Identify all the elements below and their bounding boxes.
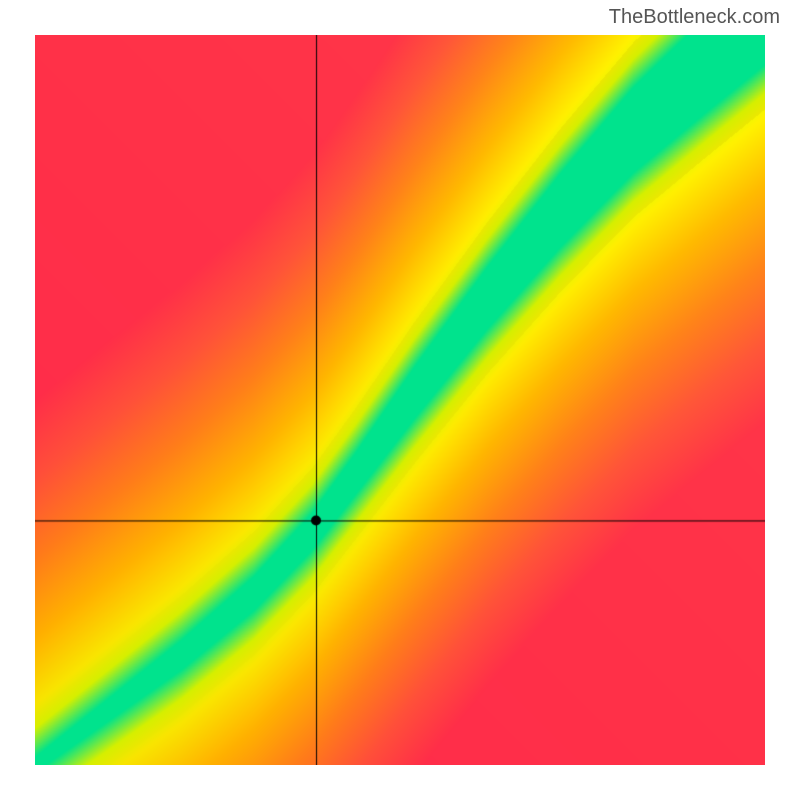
watermark-text: TheBottleneck.com (609, 6, 780, 29)
chart-container: TheBottleneck.com (0, 0, 800, 800)
heatmap-canvas (35, 35, 765, 765)
heatmap-plot (35, 35, 765, 765)
